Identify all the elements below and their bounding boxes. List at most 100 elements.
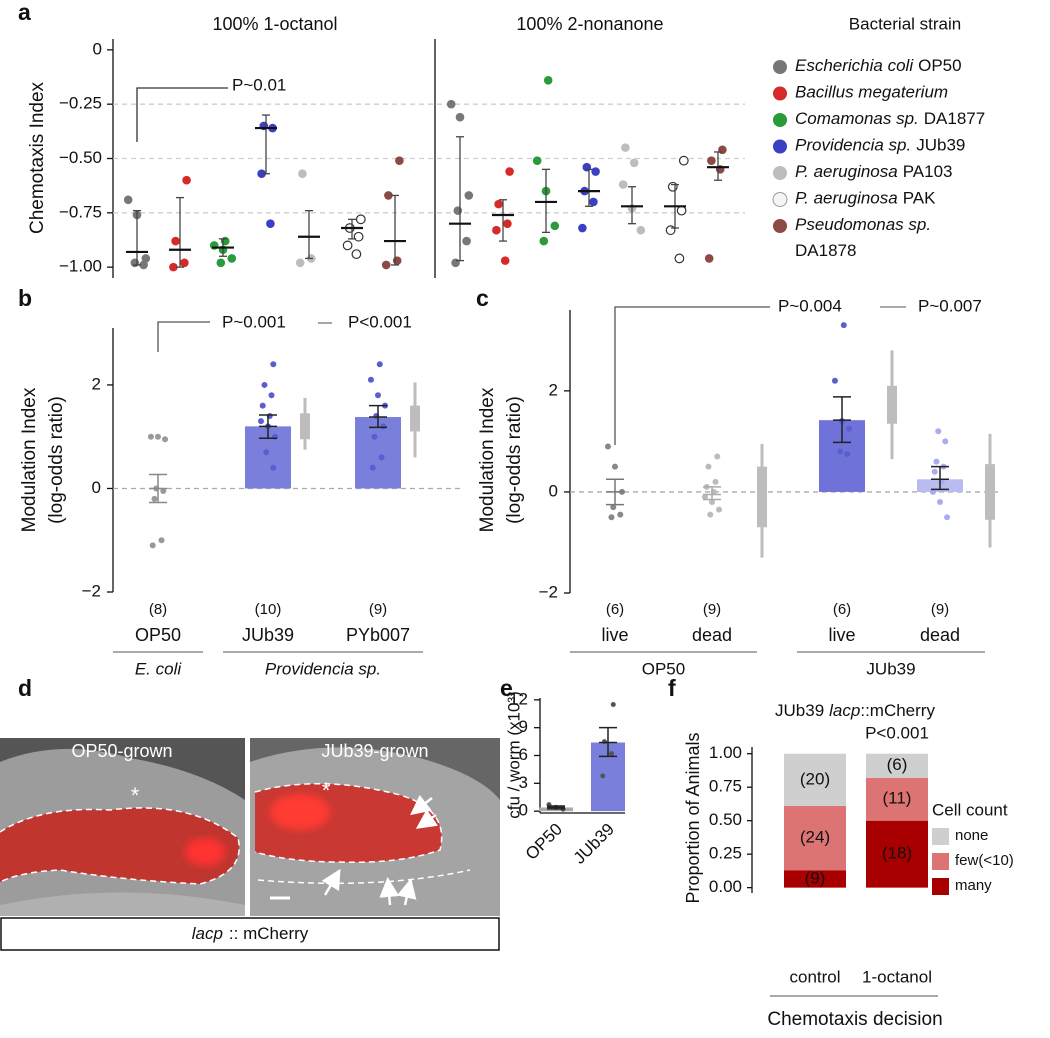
image-title: OP50-grown: [71, 741, 172, 761]
data-point: [259, 402, 266, 409]
segment-label: (24): [800, 828, 830, 847]
data-point: [380, 423, 387, 430]
y-tick-label: 0: [93, 39, 102, 58]
data-point: [505, 167, 514, 176]
x-axis-label: Chemotaxis decision: [767, 1009, 942, 1030]
data-point: [539, 236, 549, 246]
y-tick-label: −0.75: [59, 202, 102, 221]
data-point: [612, 463, 618, 470]
data-point: [935, 428, 942, 435]
data-point: [831, 377, 838, 384]
segment-label: (18): [882, 844, 912, 863]
panel-label: c: [476, 285, 489, 311]
data-point: [462, 236, 471, 246]
y-tick-label: 0: [549, 481, 558, 500]
legend-italic: P. aeruginosa: [795, 162, 898, 181]
data-point: [342, 240, 353, 251]
legend-label: Bacillus megaterium: [795, 83, 948, 102]
data-point: [931, 468, 938, 475]
group-label: E. coli: [135, 659, 183, 678]
group-label: OP50: [642, 659, 685, 678]
x-tick-label: OP50: [135, 625, 181, 645]
count-label: (9): [931, 601, 949, 618]
data-point: [582, 162, 592, 172]
data-point: [268, 392, 275, 399]
panel-label: b: [18, 285, 32, 311]
legend-italic: Bacillus megaterium: [795, 83, 948, 102]
data-point: [257, 418, 264, 425]
bar: [355, 417, 401, 489]
micrograph-right: [250, 738, 500, 916]
data-point: [261, 381, 268, 388]
data-point: [384, 191, 393, 200]
data-point: [169, 262, 178, 272]
data-point: [503, 219, 512, 228]
significance-bracket: [157, 321, 210, 352]
data-point: [367, 376, 374, 383]
legend-label: Providencia sp. JUb39: [795, 136, 965, 155]
significance-bracket: [614, 306, 770, 445]
data-point: [160, 488, 167, 495]
data-point: [375, 392, 381, 399]
x-tick-label: OP50: [522, 820, 566, 864]
data-point: [718, 145, 727, 155]
legend-italic: P. aeruginosa: [795, 189, 898, 208]
y-axis-label: Proportion of Animals: [683, 732, 703, 903]
legend-label: none: [955, 827, 988, 844]
annotation: P~0.01: [232, 75, 286, 94]
data-point: [130, 258, 140, 268]
data-point: [227, 254, 237, 263]
data-point: [257, 169, 266, 179]
y-tick-label: 9: [519, 717, 528, 736]
annotation: P~0.007: [918, 296, 982, 315]
data-point: [182, 175, 191, 185]
data-point: [618, 180, 628, 189]
data-point: [844, 451, 851, 458]
data-point: [937, 499, 943, 506]
facet-title: 100% 1-octanol: [212, 14, 337, 34]
x-tick-label: control: [789, 967, 840, 986]
data-point: [158, 537, 165, 544]
data-point: [451, 258, 460, 268]
annotation: P~0.001: [222, 312, 286, 331]
data-point: [942, 438, 949, 445]
group-label: Providencia sp.: [265, 659, 381, 678]
title-part: ::mCherry: [860, 701, 935, 720]
y-tick-label: 0: [92, 478, 101, 497]
data-point: [846, 425, 853, 432]
legend-roman: JUb39: [916, 136, 965, 155]
data-point: [712, 478, 719, 485]
legend-roman: PA103: [903, 162, 953, 181]
bar-segment: [866, 777, 928, 821]
y-tick-label: 0.00: [709, 877, 742, 896]
image-title: JUb39-grown: [321, 741, 428, 761]
count-label: (10): [255, 601, 282, 618]
panel-label: d: [18, 675, 32, 701]
asterisk: *: [322, 778, 331, 803]
data-point: [532, 156, 542, 165]
y-tick-label: 3: [519, 773, 528, 792]
chart-title: JUb39 lacp::mCherry: [775, 701, 935, 720]
segment-label: (6): [887, 755, 908, 774]
legend-roman: OP50: [918, 56, 961, 75]
data-point: [270, 361, 277, 368]
panel-label: e: [500, 675, 513, 701]
y-axis-label: Chemotaxis Index: [27, 81, 48, 234]
data-point: [701, 493, 708, 500]
count-label: (9): [703, 601, 721, 618]
data-point: [492, 225, 501, 235]
data-point: [578, 223, 587, 233]
data-point: [667, 181, 678, 192]
data-point: [714, 453, 721, 460]
data-point: [151, 495, 158, 502]
data-point: [494, 199, 503, 209]
bar-segment: [784, 805, 846, 871]
count-label: (9): [369, 601, 387, 618]
data-point: [704, 254, 714, 263]
data-point: [180, 258, 189, 268]
legend-swatch: [773, 139, 787, 154]
segment-label: (11): [883, 789, 912, 808]
data-point: [220, 236, 230, 246]
segment-label: (20): [800, 769, 830, 788]
data-point: [395, 156, 404, 165]
